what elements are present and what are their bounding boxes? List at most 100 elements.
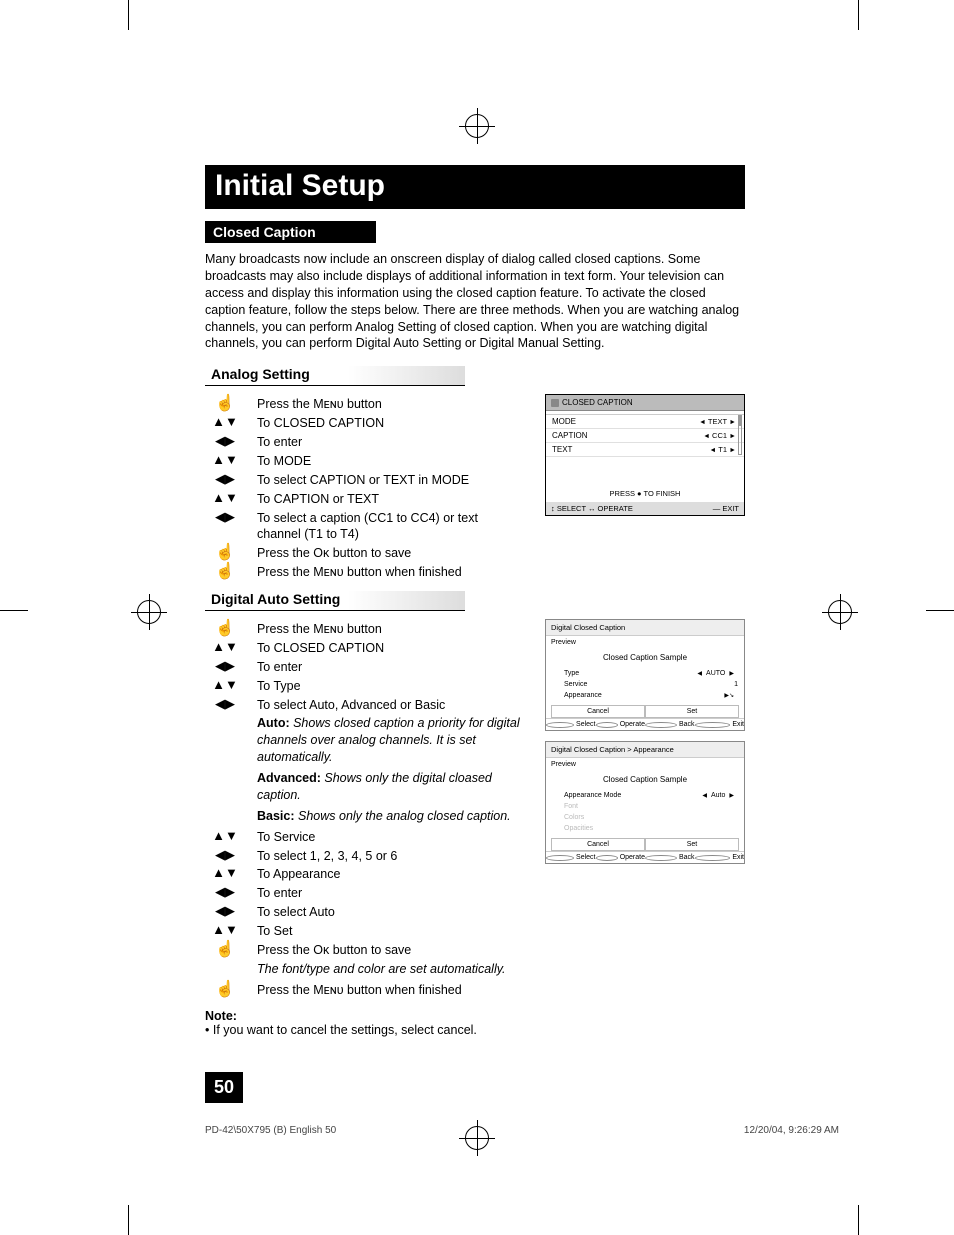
osd-footer-right: — EXIT [713,504,739,513]
osd-title-text: CLOSED CAPTION [562,398,633,407]
step-text: To CAPTION or TEXT [257,491,525,508]
step-row: ▲▼To CLOSED CAPTION [205,640,525,657]
type-description: Auto: Shows closed caption a priority fo… [257,715,525,766]
note-block: Note: • If you want to cancel the settin… [205,1009,525,1037]
registration-mark-icon [465,114,489,138]
press-icon: ☝ [205,396,245,412]
press-icon: ☝ [205,942,245,958]
page-content: Initial Setup Closed Caption Many broadc… [205,165,745,1037]
osd-digital-cc-appearance: Digital Closed Caption > Appearance Previ… [545,741,745,864]
up-down-icon: ▲▼ [205,866,245,879]
press-icon: ☝ [205,982,245,998]
step-row: ◀▶To select Auto, Advanced or Basic [205,697,525,714]
step-text: To select Auto, Advanced or Basic [257,697,525,714]
footer-right: 12/20/04, 9:26:29 AM [744,1125,839,1136]
osd-preview-label: Preview [551,761,739,768]
step-text: To MODE [257,453,525,470]
step-text: To select 1, 2, 3, 4, 5 or 6 [257,848,525,865]
step-row: ☝ Press the Mᴇɴᴜ button [205,396,525,413]
osd-row: Appearance▶↘ [546,690,744,701]
intro-paragraph: Many broadcasts now include an onscreen … [205,251,745,352]
osd-row: MODE◄TEXT► [546,415,744,429]
step-text: Press the Mᴇɴᴜ button when finished [257,564,525,581]
press-icon: ☝ [205,621,245,637]
step-row: ☝ Press the Oᴋ button to save [205,942,525,959]
step-row: ▲▼To Set [205,923,525,940]
crop-mark [128,1205,129,1235]
scrollbar-icon [738,415,742,455]
left-right-icon: ◀▶ [205,885,245,898]
step-row: ◀▶To enter [205,885,525,902]
osd-foot-item: Select [546,719,596,730]
step-row: ◀▶To enter [205,659,525,676]
step-text: To CLOSED CAPTION [257,415,525,432]
osd-title: Digital Closed Caption [546,620,744,636]
press-icon: ☝ [205,545,245,561]
osd-buttons: CancelSet [551,705,739,718]
type-description: Basic: Shows only the analog closed capt… [257,808,525,825]
left-right-icon: ◀▶ [205,659,245,672]
analog-steps: ☝ Press the Mᴇɴᴜ button ▲▼ To CLOSED CAPTIO… [205,394,525,583]
digital-final-step: ☝Press the Mᴇɴᴜ button when finished [205,982,525,999]
step-row: ▲▼ To Service [205,829,525,846]
subsection-analog: Analog Setting [205,366,465,386]
step-row: ☝Press the Mᴇɴᴜ button [205,621,525,638]
left-right-icon: ◀▶ [205,472,245,485]
osd-footer: SelectOperateBackExit [546,851,744,863]
osd-foot-item: Operate [596,719,646,730]
subsection-digital-auto: Digital Auto Setting [205,591,465,611]
osd-row: Opacities [546,823,744,834]
osd-row: CAPTION◄CC1► [546,429,744,443]
step-text: To Appearance [257,866,525,883]
step-row: ◀▶To select CAPTION or TEXT in MODE [205,472,525,489]
crop-mark [128,0,129,30]
step-row: ▲▼To CAPTION or TEXT [205,491,525,508]
osd-button: Set [645,838,739,851]
up-down-icon: ▲▼ [205,415,245,428]
osd-foot-item: Back [645,852,695,863]
print-footer: PD-42\50X795 (B) English 50 12/20/04, 9:… [205,1125,839,1136]
step-text: Press the Oᴋ button to save [257,942,525,959]
step-row: ☝ Press the Oᴋ button to save [205,545,525,562]
osd-foot-item: Exit [695,719,745,730]
osd-row: Type◀AUTO▶ [546,668,744,679]
step-text: Press the Mᴇɴᴜ button [257,396,525,413]
osd-sample: Closed Caption Sample [546,771,744,790]
osd-title: Digital Closed Caption > Appearance [546,742,744,758]
section-closed-caption: Closed Caption [205,221,376,243]
crop-mark [858,1205,859,1235]
registration-mark-icon [137,600,161,624]
step-row: ▲▼ To MODE [205,453,525,470]
note-text: If you want to cancel the settings, sele… [213,1023,477,1037]
page-number: 50 [205,1072,243,1103]
page-title: Initial Setup [205,165,745,209]
osd-row: Appearance Mode◀Auto▶ [546,790,744,801]
up-down-icon: ▲▼ [205,678,245,691]
osd-row: Colors [546,812,744,823]
step-text: Press the Oᴋ button to save [257,545,525,562]
step-row: ☝Press the Mᴇɴᴜ button when finished [205,564,525,581]
step-text: To Service [257,829,525,846]
crop-mark [0,610,28,611]
up-down-icon: ▲▼ [205,829,245,842]
step-text: To Set [257,923,525,940]
crop-mark [858,0,859,30]
digital-type-descriptions: Auto: Shows closed caption a priority fo… [205,715,525,824]
step-row: ◀▶To enter [205,434,525,451]
osd-row: Service1 [546,679,744,690]
osd-foot-item: Exit [695,852,745,863]
step-row: ◀▶To select 1, 2, 3, 4, 5 or 6 [205,848,525,865]
step-text: To select Auto [257,904,525,921]
crop-mark [926,610,954,611]
footer-left: PD-42\50X795 (B) English 50 [205,1125,336,1136]
osd-footer-left: ↕ SELECT ↔ OPERATE [551,504,633,513]
osd-closed-caption: CLOSED CAPTION MODE◄TEXT►CAPTION◄CC1►TEX… [545,394,745,516]
osd-foot-item: Back [645,719,695,730]
left-right-icon: ◀▶ [205,904,245,917]
type-description: Advanced: Shows only the digital cloased… [257,770,525,804]
osd-button: Cancel [551,838,645,851]
up-down-icon: ▲▼ [205,453,245,466]
osd-sample: Closed Caption Sample [546,649,744,668]
digital-steps-b: ▲▼To Service◀▶To select 1, 2, 3, 4, 5 or… [205,829,525,959]
left-right-icon: ◀▶ [205,510,245,523]
